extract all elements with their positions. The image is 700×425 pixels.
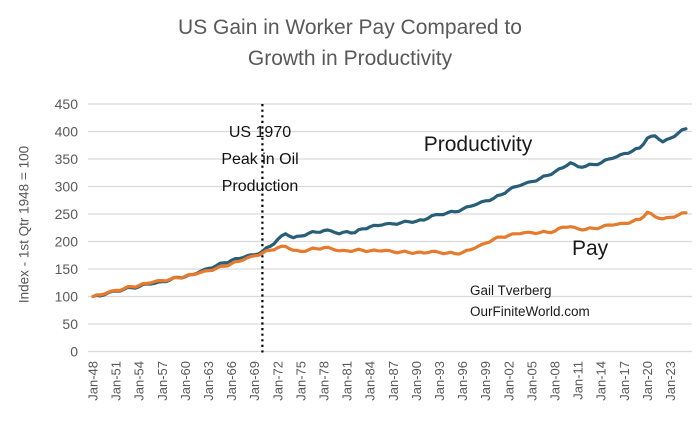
x-tick-label: Jan-11 xyxy=(571,361,586,400)
y-tick-label: 200 xyxy=(55,234,79,250)
peak-oil-annotation: US 1970 Peak in Oil Production xyxy=(178,119,342,200)
x-tick-label: Jan-84 xyxy=(363,361,378,401)
chart-title-line2: Growth in Productivity xyxy=(247,47,453,70)
x-tick-label: Jan-54 xyxy=(132,361,147,401)
productivity-series-label: Productivity xyxy=(423,133,533,156)
y-tick-label: 450 xyxy=(55,96,79,112)
x-tick-label: Jan-87 xyxy=(386,361,401,401)
x-tick-label: Jan-51 xyxy=(109,361,124,401)
y-tick-label: 300 xyxy=(55,179,79,195)
x-tick-label: Jan-20 xyxy=(640,361,655,401)
x-tick-label: Jan-96 xyxy=(455,361,470,401)
y-tick-label: 400 xyxy=(55,124,79,140)
credit: Gail Tverberg OurFiniteWorld.com xyxy=(470,280,590,322)
y-tick-label: 0 xyxy=(70,344,78,360)
x-tick-label: Jan-78 xyxy=(317,361,332,401)
y-tick-label: 250 xyxy=(55,206,79,222)
y-tick-label: 350 xyxy=(55,151,79,167)
annotation-line1: US 1970 xyxy=(228,124,292,141)
x-tick-label: Jan-14 xyxy=(594,361,609,401)
pay-series-label: Pay xyxy=(572,237,609,260)
x-tick-label: Jan-90 xyxy=(409,361,424,401)
x-tick-label: Jan-66 xyxy=(224,361,239,401)
pay-line xyxy=(91,210,688,299)
y-tick-label: 100 xyxy=(55,289,79,305)
chart-title: US Gain in Worker Pay Compared to Growth… xyxy=(0,12,700,74)
x-tick-label: Jan-57 xyxy=(155,361,170,401)
x-tick-label: Jan-17 xyxy=(617,361,632,401)
x-tick-label: Jan-63 xyxy=(201,361,216,401)
x-tick-label: Jan-23 xyxy=(663,361,678,401)
x-tick-label: Jan-02 xyxy=(501,361,516,401)
y-tick-label: 150 xyxy=(55,261,79,277)
x-tick-label: Jan-48 xyxy=(86,361,101,401)
x-tick-label: Jan-69 xyxy=(247,361,262,401)
x-tick-label: Jan-08 xyxy=(548,361,563,401)
credit-site: OurFiniteWorld.com xyxy=(470,304,590,319)
x-tick-label: Jan-81 xyxy=(340,361,355,401)
x-tick-label: Jan-72 xyxy=(270,361,285,401)
x-tick-label: Jan-93 xyxy=(432,361,447,401)
chart-title-line1: US Gain in Worker Pay Compared to xyxy=(178,16,522,39)
annotation-line3: Production xyxy=(221,178,299,195)
y-tick-label: 50 xyxy=(62,316,78,332)
credit-author: Gail Tverberg xyxy=(470,283,552,298)
x-tick-label: Jan-75 xyxy=(293,361,308,401)
x-tick-label: Jan-99 xyxy=(478,361,493,401)
annotation-line2: Peak in Oil xyxy=(221,151,299,168)
y-axis-title: Index - 1st Qtr 1948 = 100 xyxy=(16,145,32,304)
x-tick-label: Jan-05 xyxy=(524,361,539,401)
x-tick-label: Jan-60 xyxy=(178,361,193,401)
